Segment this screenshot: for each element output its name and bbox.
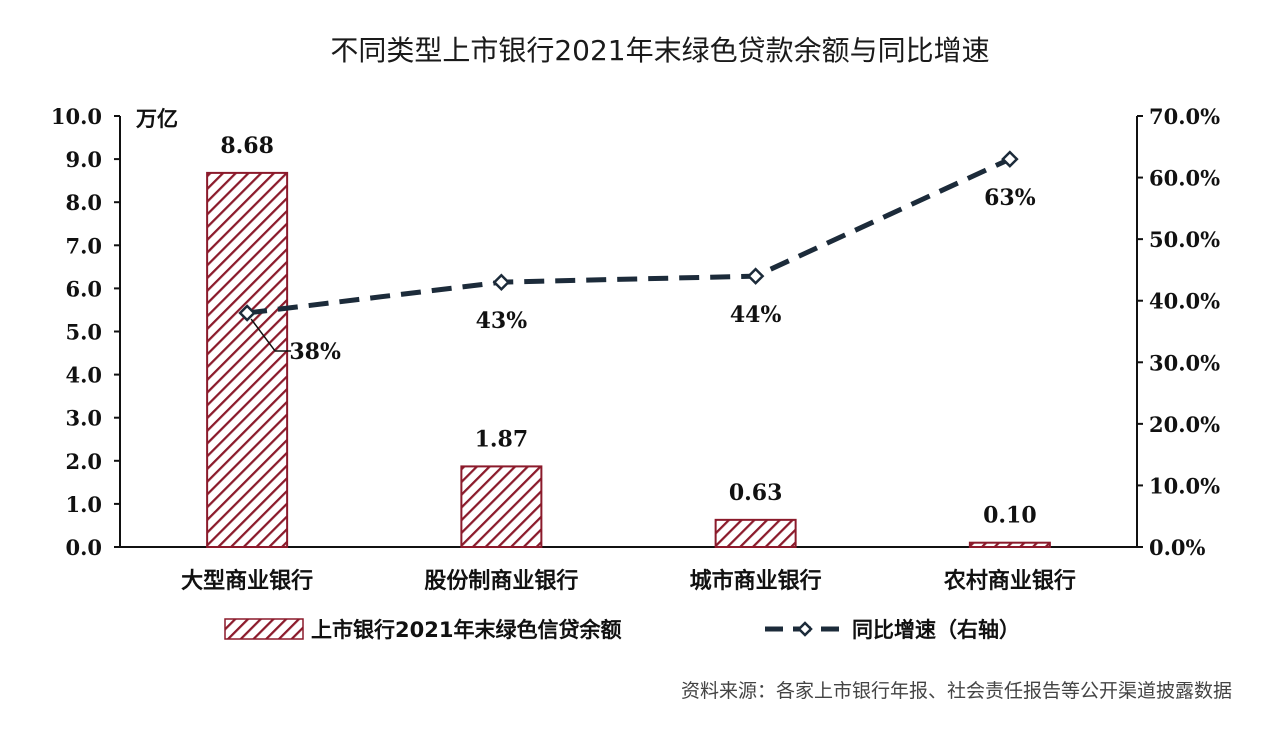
axes: 0.0 1.0 2.0 3.0 4.0 5.0 6.0 7.0 8.0 9.0 10.0 0.0% 10…: [51, 104, 1220, 594]
bar-value-label: 8.68: [220, 133, 274, 159]
data-labels: 8.68 1.87 0.63 0.10 38% 43% 44% 63%: [220, 133, 1036, 529]
left-tick-label: 2.0: [65, 449, 102, 474]
bar: [206, 171, 289, 548]
bars: [206, 171, 1051, 549]
left-tick-label: 6.0: [65, 276, 102, 301]
legend-line-marker: [797, 621, 813, 637]
growth-value-label: 38%: [289, 339, 341, 365]
bar: [460, 465, 543, 549]
right-tick-label: 60.0%: [1149, 166, 1220, 191]
right-tick-label: 20.0%: [1149, 412, 1220, 437]
left-tick-label: 7.0: [65, 233, 102, 258]
growth-line: [238, 150, 1019, 322]
left-tick-label: 10.0: [51, 104, 102, 129]
growth-point: [238, 304, 256, 322]
growth-point: [492, 273, 511, 292]
category-label: 农村商业银行: [943, 568, 1076, 594]
bar-value-label: 1.87: [475, 426, 529, 452]
growth-point: [746, 267, 765, 285]
chart-title: 不同类型上市银行2021年末绿色贷款余额与同比增速: [330, 34, 989, 67]
bar: [968, 541, 1051, 549]
left-tick-label: 9.0: [65, 147, 102, 172]
legend-bar-swatch: [224, 618, 304, 640]
source-note: 资料来源：各家上市银行年报、社会责任报告等公开渠道披露数据: [681, 680, 1232, 702]
growth-value-label: 44%: [730, 302, 782, 328]
growth-value-label: 63%: [984, 185, 1036, 211]
right-tick-label: 40.0%: [1149, 289, 1220, 314]
right-tick-label: 50.0%: [1149, 227, 1220, 252]
right-tick-label: 0.0%: [1149, 535, 1206, 560]
growth-line-path: [246, 156, 1011, 316]
left-tick-label: 3.0: [65, 406, 102, 431]
left-tick-label: 4.0: [65, 363, 102, 388]
left-tick-label: 0.0: [65, 535, 102, 560]
growth-value-label: 43%: [476, 308, 528, 334]
bar-value-label: 0.10: [983, 503, 1037, 529]
right-tick-label: 70.0%: [1149, 104, 1220, 129]
left-axis-unit: 万亿: [135, 107, 178, 131]
legend-bar-label: 上市银行2021年末绿色信贷余额: [311, 618, 621, 642]
category-label: 大型商业银行: [181, 568, 313, 594]
left-tick-label: 1.0: [65, 492, 102, 517]
category-label: 城市商业银行: [690, 568, 822, 594]
legend: 上市银行2021年末绿色信贷余额 同比增速（右轴）: [224, 618, 1020, 642]
left-tick-label: 8.0: [65, 190, 102, 215]
bar-value-label: 0.63: [729, 480, 783, 506]
right-tick-label: 10.0%: [1149, 473, 1220, 498]
legend-line-label: 同比增速（右轴）: [852, 618, 1020, 642]
bar: [714, 518, 797, 548]
category-label: 股份制商业银行: [424, 568, 578, 594]
growth-point: [1001, 150, 1019, 168]
label-leader-line: [250, 318, 292, 352]
left-tick-label: 5.0: [65, 320, 102, 345]
right-tick-label: 30.0%: [1149, 350, 1220, 375]
